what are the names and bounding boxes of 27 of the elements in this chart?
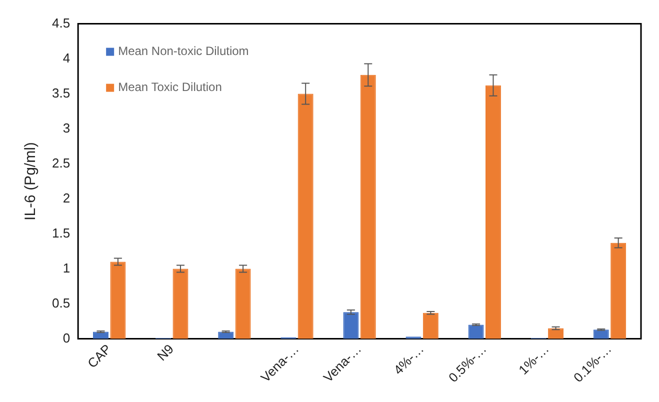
y-tick-label: 1 bbox=[62, 260, 70, 276]
y-tick-label: 0.5 bbox=[52, 295, 70, 310]
x-tick-label: N9 bbox=[154, 341, 177, 364]
bar bbox=[93, 332, 108, 339]
bar bbox=[485, 85, 501, 339]
y-tick-label: 2.5 bbox=[52, 155, 70, 170]
bar bbox=[218, 332, 234, 339]
x-tick-label: CAP bbox=[84, 341, 114, 371]
bar bbox=[610, 242, 626, 339]
y-tick-label: 2 bbox=[62, 190, 70, 206]
y-tick-label: 4.5 bbox=[52, 15, 70, 30]
y-tick-label: 4 bbox=[62, 50, 70, 66]
bar bbox=[298, 94, 314, 339]
bar bbox=[343, 312, 359, 339]
y-tick-label: 3.5 bbox=[52, 85, 70, 100]
y-axis-title: IL-6 (Pg/ml) bbox=[22, 142, 40, 220]
legend-label: Mean Non-toxic Dilutiom bbox=[118, 44, 249, 58]
bar bbox=[422, 312, 438, 339]
y-tick-label: 3 bbox=[62, 120, 70, 136]
legend-label: Mean Toxic Dilution bbox=[118, 80, 222, 94]
bar bbox=[172, 268, 188, 339]
bar bbox=[235, 268, 251, 339]
bar bbox=[110, 262, 126, 339]
bar bbox=[593, 330, 609, 339]
y-tick-label: 1.5 bbox=[52, 225, 70, 240]
bar bbox=[360, 74, 376, 339]
y-tick-label: 0 bbox=[62, 330, 70, 346]
